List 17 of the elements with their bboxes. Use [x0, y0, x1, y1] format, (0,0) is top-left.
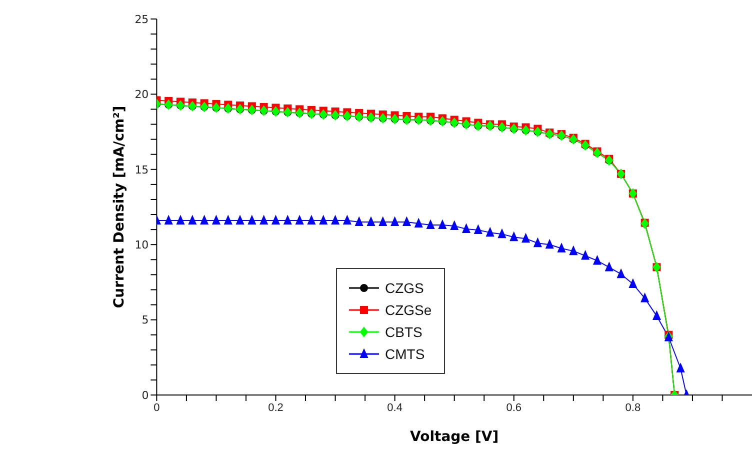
y-tick-label: 15 [134, 163, 149, 176]
y-tick-label: 25 [134, 12, 149, 26]
legend-label: CZGSe [385, 302, 432, 318]
x-tick-label: 0.6 [506, 402, 522, 414]
legend-label: CBTS [385, 324, 422, 340]
legend-label: CMTS [385, 346, 425, 362]
x-axis-title: Voltage [V] [410, 429, 499, 445]
x-tick-label: 0.2 [268, 402, 284, 414]
x-tick-label: 0 [154, 402, 160, 414]
y-tick-label: 10 [134, 238, 149, 252]
y-tick-label: 20 [134, 88, 149, 102]
y-tick-label: 0 [142, 388, 149, 402]
legend-label: CZGS [385, 280, 424, 296]
y-tick-label: 5 [142, 314, 149, 327]
x-tick-label: 0.4 [387, 402, 402, 414]
y-axis-title: Current Density [mA/cm²] [112, 106, 128, 308]
x-tick-label: 0.8 [625, 402, 641, 414]
